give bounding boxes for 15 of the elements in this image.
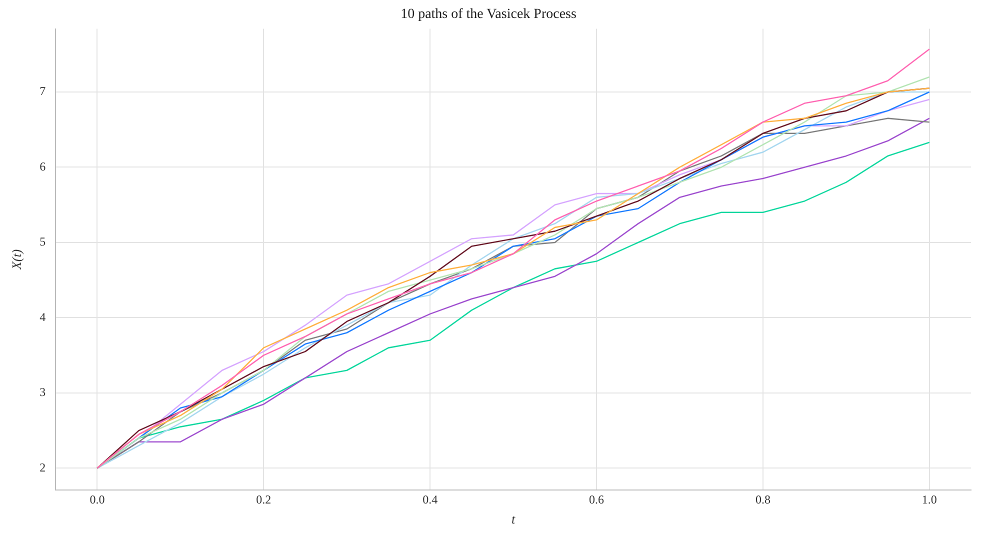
- y-tick-label: 3: [40, 385, 46, 400]
- x-tick-label: 1.0: [922, 492, 937, 506]
- y-tick-label: 7: [40, 84, 46, 98]
- x-tick-label: 0.0: [90, 492, 105, 506]
- y-tick-label: 4: [40, 310, 46, 324]
- y-axis-title: X(t): [9, 249, 24, 271]
- x-tick-label: 0.4: [422, 492, 438, 506]
- chart-title: 10 paths of the Vasicek Process: [400, 7, 576, 22]
- x-tick-label: 0.8: [755, 492, 770, 506]
- x-tick-label: 0.6: [589, 492, 604, 506]
- y-tick-label: 6: [40, 159, 46, 174]
- x-axis-title: t: [511, 512, 516, 527]
- y-tick-label: 5: [40, 234, 46, 249]
- y-tick-label: 2: [40, 460, 46, 474]
- x-tick-label: 0.2: [256, 492, 272, 506]
